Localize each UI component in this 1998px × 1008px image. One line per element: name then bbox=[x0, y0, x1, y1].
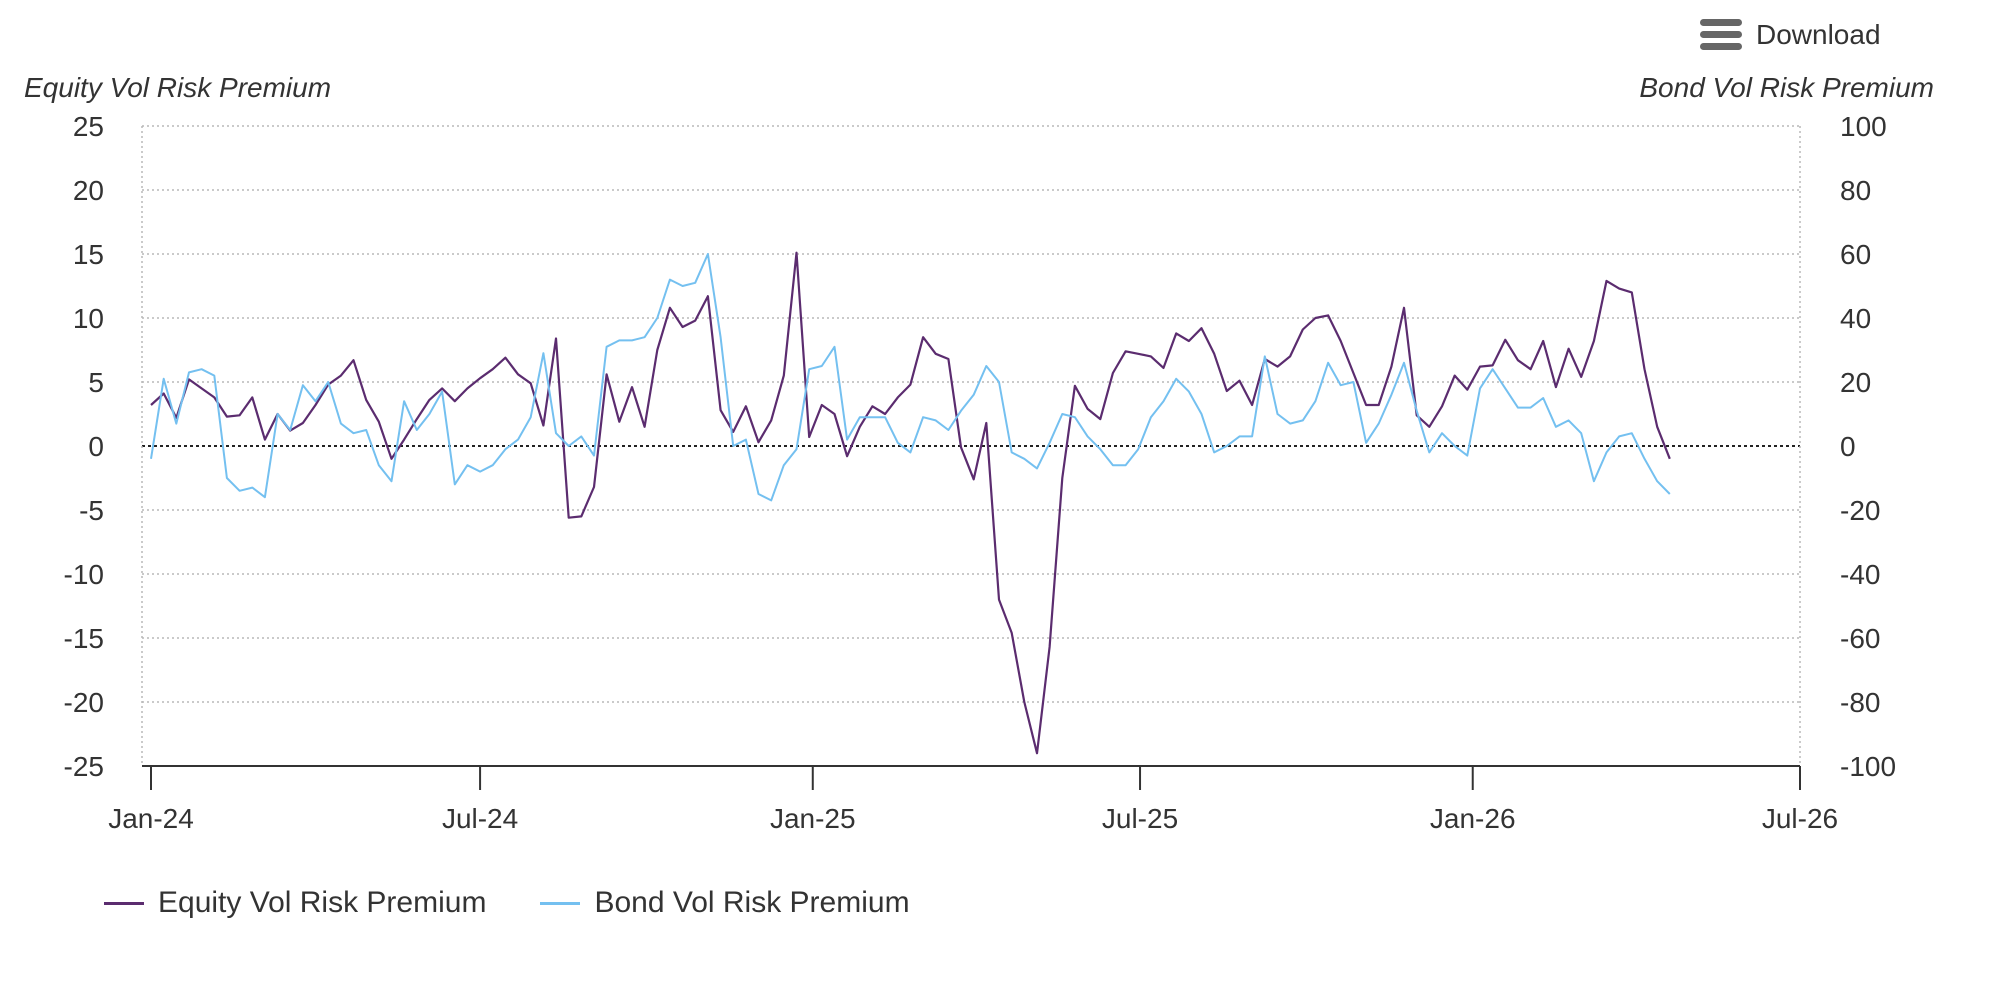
y-left-tick-label: -20 bbox=[64, 687, 104, 718]
y-left-tick-label: 20 bbox=[73, 175, 104, 206]
y-right-tick-label: 20 bbox=[1840, 367, 1871, 398]
y-left-tick-label: -10 bbox=[64, 559, 104, 590]
legend-label-equity: Equity Vol Risk Premium bbox=[158, 886, 487, 919]
y-right-tick-label: -100 bbox=[1840, 751, 1896, 782]
download-label: Download bbox=[1756, 19, 1881, 50]
y-right-tick-label: -80 bbox=[1840, 687, 1880, 718]
bond-vol-risk-premium-line bbox=[150, 253, 1671, 502]
y-right-tick-label: -60 bbox=[1840, 623, 1880, 654]
y-left-tick-label: -25 bbox=[64, 751, 104, 782]
legend-swatch-bond bbox=[540, 901, 581, 905]
x-tick-label: Jul-24 bbox=[442, 803, 518, 834]
chart-axes bbox=[142, 765, 1801, 790]
equity-vol-risk-premium-line bbox=[150, 251, 1671, 755]
x-tick-label: Jul-26 bbox=[1762, 803, 1838, 834]
right-axis-title: Bond Vol Risk Premium bbox=[1639, 72, 1934, 103]
y-right-tick-label: 0 bbox=[1840, 431, 1856, 462]
y-left-tick-label: -15 bbox=[64, 623, 104, 654]
y-right-tick-label: 60 bbox=[1840, 239, 1871, 270]
y-right-tick-label: -20 bbox=[1840, 495, 1880, 526]
x-tick-label: Jan-25 bbox=[770, 803, 856, 834]
hamburger-menu-icon bbox=[1700, 19, 1742, 51]
legend-label-bond: Bond Vol Risk Premium bbox=[594, 886, 910, 919]
x-tick-label: Jan-26 bbox=[1430, 803, 1516, 834]
legend: Equity Vol Risk Premium Bond Vol Risk Pr… bbox=[104, 886, 910, 920]
left-axis-title: Equity Vol Risk Premium bbox=[24, 72, 332, 103]
chart-series bbox=[150, 251, 1671, 755]
legend-swatch-equity bbox=[104, 901, 144, 905]
download-button[interactable]: Download bbox=[1700, 10, 1881, 60]
legend-item-equity[interactable]: Equity Vol Risk Premium bbox=[104, 886, 486, 920]
y-right-tick-label: -40 bbox=[1840, 559, 1880, 590]
y-right-tick-label: 100 bbox=[1840, 111, 1887, 142]
y-left-tick-label: -5 bbox=[79, 495, 104, 526]
y-left-tick-label: 25 bbox=[73, 111, 104, 142]
y-right-tick-label: 40 bbox=[1840, 303, 1871, 334]
chart-tick-labels: 25 100 20 80 15 60 10 40 5 20 0 0 -5 -20 -10 -40 -15 -60 -… bbox=[64, 111, 1897, 834]
y-left-tick-label: 10 bbox=[73, 303, 104, 334]
y-left-tick-label: 5 bbox=[88, 367, 104, 398]
x-tick-label: Jan-24 bbox=[108, 803, 194, 834]
legend-item-bond[interactable]: Bond Vol Risk Premium bbox=[540, 886, 910, 920]
chart-grid bbox=[141, 125, 1801, 767]
y-right-tick-label: 80 bbox=[1840, 175, 1871, 206]
x-tick-label: Jul-25 bbox=[1102, 803, 1178, 834]
y-left-tick-label: 15 bbox=[73, 239, 104, 270]
y-left-tick-label: 0 bbox=[88, 431, 104, 462]
